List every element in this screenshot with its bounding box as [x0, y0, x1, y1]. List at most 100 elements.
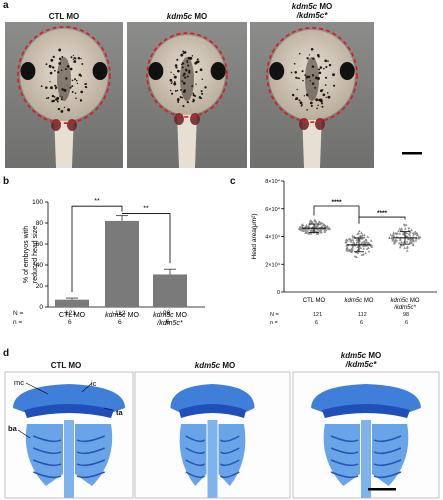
- point: [352, 241, 356, 245]
- panel-b-N-0: 121: [65, 310, 76, 317]
- panel-b-letter: b: [3, 176, 10, 187]
- point: [352, 235, 356, 238]
- panel-d-title-1: CTL MO: [50, 361, 82, 370]
- x-tick-label: kdm5c MO: [344, 298, 373, 304]
- panel-c-N-2: 98: [403, 312, 410, 318]
- point: [394, 231, 398, 234]
- label-ta: ta: [116, 408, 123, 417]
- point: [393, 240, 396, 243]
- point: [320, 225, 323, 228]
- sig-label-left: **: [94, 198, 100, 205]
- panel-c-n-1: 6: [360, 320, 364, 326]
- x-tick-label: kdm5c MO/kdm5c*: [153, 312, 187, 327]
- point: [307, 224, 311, 228]
- label-ic: ic: [91, 379, 97, 388]
- point: [397, 229, 400, 232]
- point: [304, 225, 307, 228]
- point: [410, 228, 413, 232]
- scale-bar-d: [368, 488, 396, 491]
- point: [400, 240, 403, 243]
- point: [360, 231, 363, 234]
- point: [351, 238, 355, 241]
- point: [300, 223, 304, 227]
- head-outline: [17, 25, 111, 125]
- point: [411, 231, 415, 234]
- panel-c-letter: c: [230, 176, 236, 187]
- y-tick-label: 100: [32, 199, 43, 206]
- point: [391, 237, 394, 240]
- y-tick-label: 20: [36, 283, 44, 290]
- scatter-chart: 0 2×10⁴ 4×10⁴ 6×10⁴ 8×10⁴ Head area(μm²) CTL M…: [251, 178, 437, 311]
- point: [357, 229, 361, 233]
- point: [370, 244, 373, 247]
- x-tick-label: kdm5c MO: [105, 312, 139, 319]
- point: [363, 241, 366, 244]
- x-tick-label: CTL MO: [303, 298, 326, 304]
- point: [323, 223, 327, 226]
- point: [317, 228, 321, 231]
- point: [359, 242, 363, 245]
- point: [406, 237, 410, 241]
- bar: [55, 299, 89, 307]
- point: [305, 227, 309, 231]
- point: [403, 224, 407, 227]
- embryo-image-1: [5, 22, 123, 168]
- point: [350, 249, 354, 252]
- point: [412, 233, 415, 237]
- point: [406, 245, 409, 248]
- point: [364, 251, 367, 255]
- point: [303, 227, 307, 230]
- point: [305, 223, 308, 227]
- sig-bracket-left: [71, 205, 123, 293]
- point: [415, 231, 419, 235]
- point: [305, 230, 309, 233]
- panel-d-title-3: kdm5c MO /kdm5c*: [340, 351, 382, 369]
- point: [314, 224, 318, 228]
- y-tick-label: 40: [36, 262, 44, 269]
- point: [353, 254, 357, 258]
- sig-bracket-right: [122, 213, 171, 264]
- point: [321, 222, 324, 225]
- sig-label-left: ****: [331, 199, 342, 206]
- point: [357, 231, 360, 235]
- panel-a-title-1: CTL MO: [48, 12, 80, 21]
- point: [406, 235, 409, 238]
- point: [314, 220, 318, 223]
- point: [349, 239, 352, 242]
- point: [408, 231, 412, 234]
- point: [367, 250, 371, 253]
- point: [346, 246, 349, 249]
- point: [411, 243, 415, 247]
- sig-label-right: ****: [377, 210, 388, 217]
- point: [321, 224, 325, 227]
- panel-a-title-2: kdm5c MO: [166, 12, 208, 21]
- point: [389, 233, 393, 236]
- point: [408, 241, 412, 244]
- eye-icon: [148, 62, 164, 80]
- point: [405, 240, 409, 243]
- point: [319, 231, 322, 234]
- point: [414, 230, 417, 233]
- point: [392, 231, 395, 234]
- point: [366, 235, 370, 238]
- point: [345, 241, 348, 244]
- point: [351, 236, 355, 239]
- x-tick-label: CTL MO: [59, 312, 86, 319]
- panel-a-title-3: kdm5c MO /kdm5c*: [291, 2, 333, 20]
- point: [407, 228, 411, 232]
- point: [391, 234, 394, 237]
- embryo-image-3: [250, 22, 374, 168]
- panel-c-N-0: 121: [313, 312, 323, 318]
- panel-b-n-label: n =: [13, 319, 23, 326]
- point: [316, 232, 319, 235]
- sig-bracket-right: [359, 216, 406, 220]
- point: [405, 249, 409, 252]
- point: [298, 227, 302, 231]
- point: [301, 229, 304, 232]
- point: [402, 243, 405, 247]
- y-tick-label: 6×10⁴: [265, 206, 280, 213]
- label-mc: mc: [14, 378, 24, 387]
- point: [345, 248, 348, 251]
- eye-icon: [92, 62, 108, 80]
- panel-d-images: [4, 371, 440, 499]
